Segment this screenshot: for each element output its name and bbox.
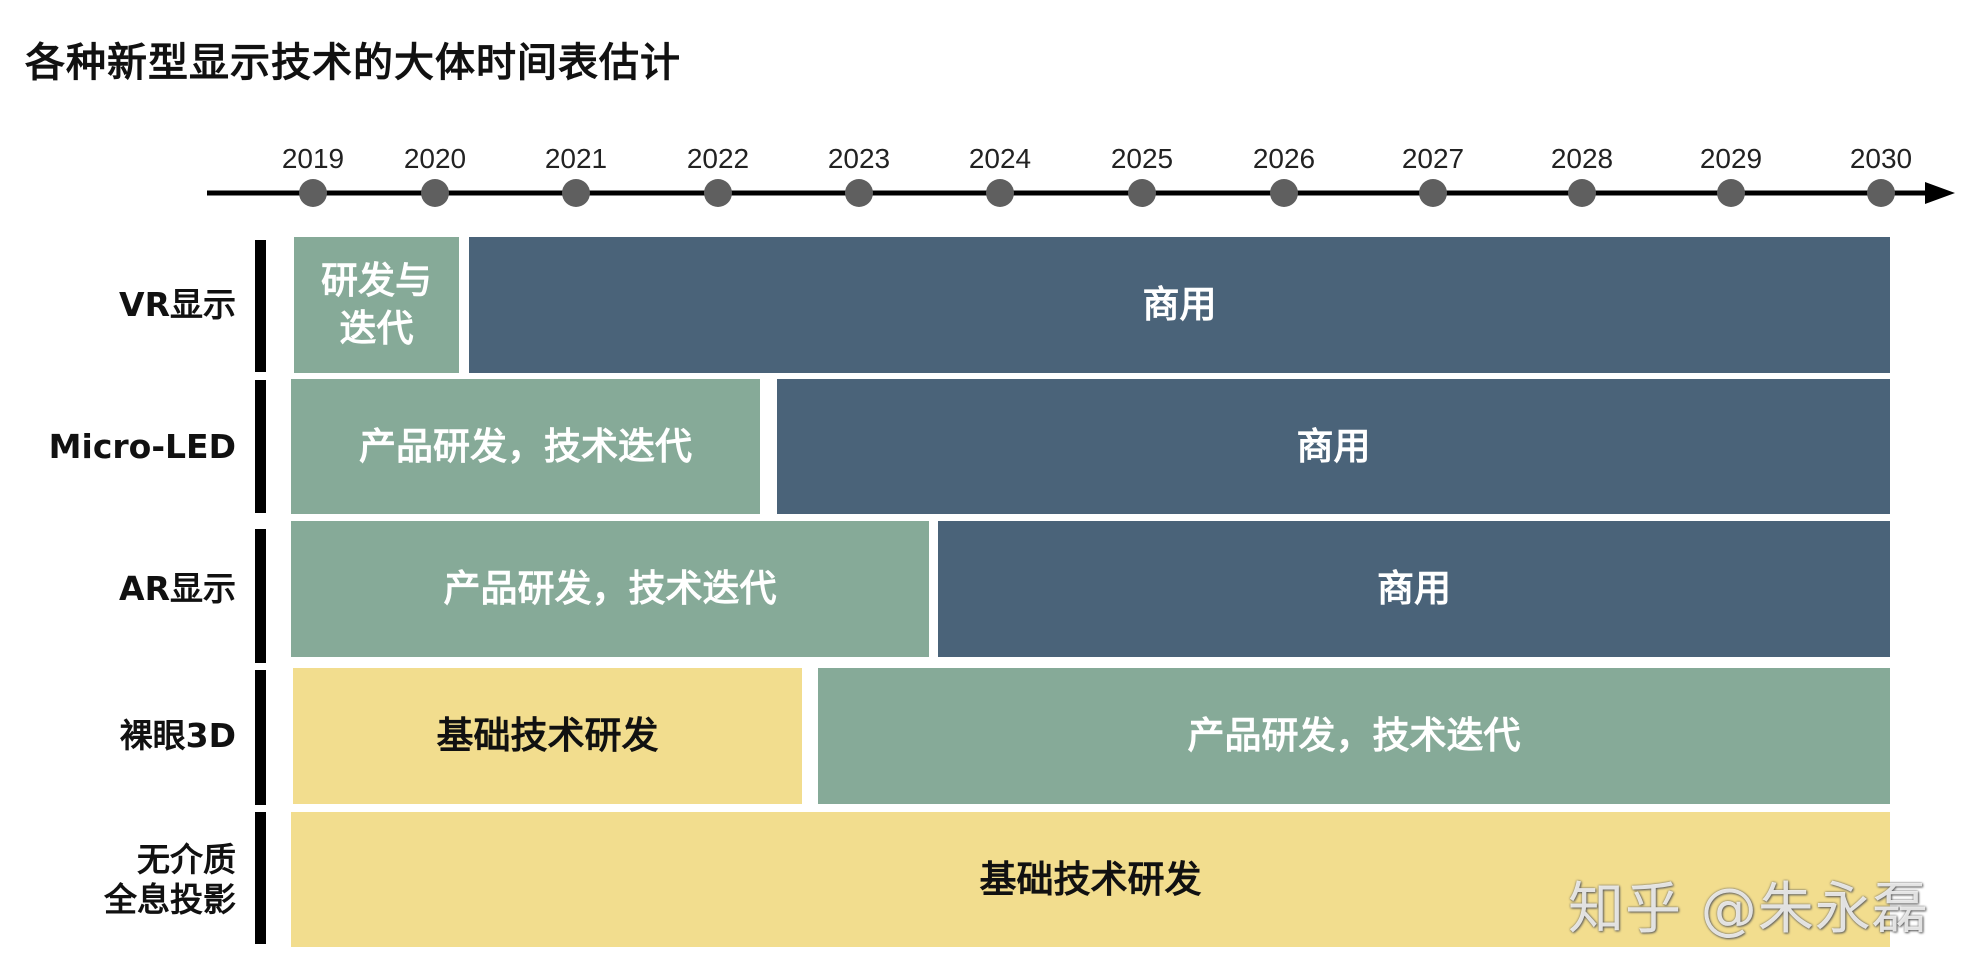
year-tick (421, 179, 449, 207)
phase-label: 产品研发，技术迭代 (1187, 714, 1521, 757)
phase-block-rd: 产品研发，技术迭代 (291, 379, 760, 514)
phase-label: 商用 (1296, 424, 1371, 468)
year-tick (1128, 179, 1156, 207)
row-label: VR显示 (119, 285, 236, 324)
year-tick (845, 179, 873, 207)
year-label: 2020 (404, 143, 466, 174)
phase-label: 商用 (1142, 283, 1217, 326)
year-tick (704, 179, 732, 207)
year-tick (1270, 179, 1298, 207)
row-divider-bar (255, 240, 266, 372)
phase-label: 基础技术研发 (436, 714, 659, 757)
phase-block-commercial: 商用 (777, 379, 1890, 514)
phase-label: 产品研发，技术迭代 (359, 424, 692, 468)
year-label: 2023 (828, 143, 890, 174)
phase-block-commercial: 商用 (938, 521, 1890, 657)
phase-block-basic: 基础技术研发 (291, 812, 1890, 947)
year-label: 2022 (687, 143, 749, 174)
row-divider-bar (255, 812, 266, 944)
year-label: 2021 (545, 143, 607, 174)
phase-block-basic: 基础技术研发 (293, 668, 802, 804)
year-label: 2028 (1551, 143, 1613, 174)
phase-label: 商用 (1377, 567, 1451, 610)
axis-arrow-icon (1925, 182, 1955, 204)
row-label: AR显示 (119, 569, 236, 608)
year-label: 2024 (969, 143, 1031, 174)
year-label: 2027 (1402, 143, 1464, 174)
year-tick (562, 179, 590, 207)
row-divider-bar (255, 529, 266, 663)
year-label: 2019 (282, 143, 344, 174)
watermark: 知乎 @朱永磊 (1568, 877, 1929, 942)
phase-block-rd: 研发与 迭代 (294, 237, 459, 373)
row-divider-bar (255, 670, 266, 805)
row-label: 裸眼3D (119, 716, 236, 755)
year-label: 2030 (1850, 143, 1912, 174)
row-label: Micro-LED (48, 426, 236, 466)
phase-label: 研发与 迭代 (321, 259, 432, 350)
year-label: 2025 (1111, 143, 1173, 174)
year-label: 2029 (1700, 143, 1762, 174)
year-label: 2026 (1253, 143, 1315, 174)
year-tick (1867, 179, 1895, 207)
row-divider-bar (255, 380, 266, 513)
year-tick (1419, 179, 1447, 207)
year-tick (1568, 179, 1596, 207)
phase-block-rd: 产品研发，技术迭代 (291, 521, 929, 657)
phase-label: 基础技术研发 (979, 857, 1202, 901)
phase-block-commercial: 商用 (469, 237, 1890, 373)
phase-label: 产品研发，技术迭代 (443, 567, 777, 610)
page-title: 各种新型显示技术的大体时间表估计 (25, 40, 681, 86)
row-label: 无介质 全息投影 (104, 839, 236, 919)
year-tick (299, 179, 327, 207)
phase-block-rd: 产品研发，技术迭代 (818, 668, 1890, 804)
year-tick (1717, 179, 1745, 207)
year-tick (986, 179, 1014, 207)
